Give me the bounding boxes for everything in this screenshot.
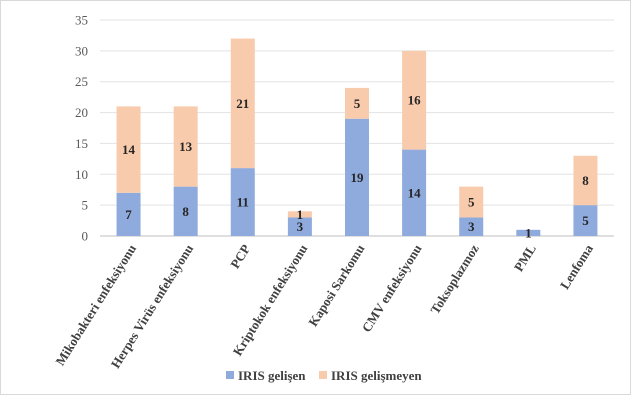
- legend-swatch-series-2: [319, 371, 327, 379]
- data-label-toksoplazmoz-series-2: 5: [468, 195, 475, 210]
- x-category-label-pcp: PCP: [227, 242, 253, 271]
- x-category-label-toksoplazmoz: Toksoplazmoz: [427, 241, 482, 316]
- y-tick-label-25: 25: [75, 74, 88, 89]
- data-label-lenfoma-series-2: 8: [582, 173, 589, 188]
- data-label-pcp-series-2: 21: [236, 96, 249, 111]
- data-label-kriptokok-enfeksiyonu-series-2: 1: [297, 207, 304, 222]
- data-label-mikobakteri-enfeksiyonu-series-2: 14: [122, 142, 136, 157]
- data-label-cmv-enfeksiyonu-series-1: 14: [408, 185, 422, 200]
- x-category-label-pml: PML: [511, 241, 539, 274]
- data-label-herpes-virus-enfeksiyonu-series-1: 8: [182, 204, 189, 219]
- data-label-lenfoma-series-1: 5: [582, 213, 589, 228]
- data-label-kaposi-sarkomu-series-2: 5: [354, 96, 361, 111]
- y-tick-label-20: 20: [75, 105, 88, 120]
- data-label-cmv-enfeksiyonu-series-2: 16: [408, 93, 422, 108]
- y-tick-label-0: 0: [82, 229, 89, 244]
- legend-swatch-series-1: [226, 371, 234, 379]
- data-label-mikobakteri-enfeksiyonu-series-1: 7: [125, 207, 132, 222]
- data-label-pml-series-1: 1: [525, 225, 532, 240]
- legend-label-series-1: IRIS gelişen: [238, 368, 306, 383]
- data-label-herpes-virus-enfeksiyonu-series-2: 13: [179, 139, 193, 154]
- y-tick-label-35: 35: [75, 13, 88, 28]
- x-category-label-cmv-enfeksiyonu: CMV enfeksiyonu: [359, 242, 425, 335]
- y-tick-label-30: 30: [75, 43, 88, 58]
- y-tick-label-15: 15: [75, 136, 88, 151]
- y-tick-label-5: 5: [82, 198, 89, 213]
- x-category-label-lenfoma: Lenfoma: [557, 241, 596, 292]
- legend-label-series-2: IRIS gelişmeyen: [331, 368, 422, 383]
- x-category-label-kaposi-sarkomu: Kaposi Sarkomu: [305, 242, 367, 329]
- data-label-toksoplazmoz-series-1: 3: [468, 219, 475, 234]
- y-tick-label-10: 10: [75, 167, 88, 182]
- data-label-kaposi-sarkomu-series-1: 19: [351, 170, 365, 185]
- y-axis-ticks: 0 5 10 15 20 25 30 35: [75, 13, 88, 244]
- legend: IRIS gelişen IRIS gelişmeyen: [226, 368, 422, 383]
- data-label-pcp-series-1: 11: [237, 195, 249, 210]
